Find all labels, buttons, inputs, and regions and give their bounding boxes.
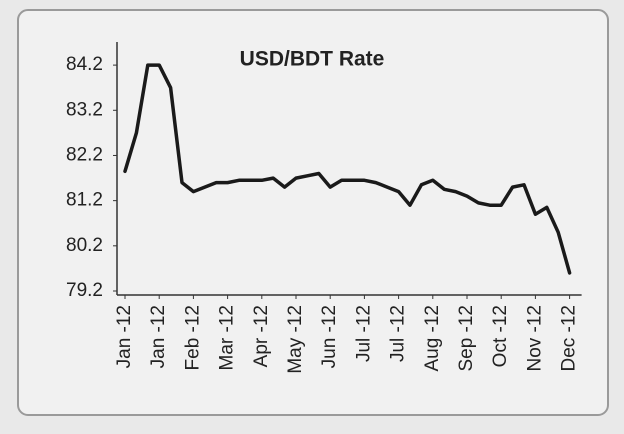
x-tick-label: Jan -12: [114, 305, 135, 368]
y-tick-label: 79.2: [66, 280, 103, 301]
y-tick-label: 83.2: [66, 99, 103, 120]
x-tick-label: Oct -12: [490, 305, 511, 367]
chart-frame: [17, 9, 609, 416]
x-tick-label: Feb -12: [182, 305, 203, 370]
x-tick-label: Mar -12: [217, 305, 238, 370]
x-tick-label: Jan -12: [148, 305, 169, 368]
chart-title: USD/BDT Rate: [240, 48, 385, 71]
x-tick-label: Sep -12: [456, 305, 477, 372]
x-tick-label: Aug -12: [422, 305, 443, 372]
y-tick-label: 80.2: [66, 235, 103, 256]
y-tick-label: 81.2: [66, 190, 103, 211]
x-tick-label: Jul -12: [388, 305, 409, 362]
x-tick-label: Jul -12: [353, 305, 374, 362]
x-tick-label: Nov -12: [524, 305, 545, 372]
x-tick-label: Jun -12: [319, 305, 340, 368]
line: [123, 63, 572, 275]
y-tick-label: 82.2: [66, 144, 103, 165]
y-tick-label: 84.2: [66, 54, 103, 75]
x-tick-label: May -12: [285, 305, 306, 374]
x-tick-label: Dec -12: [559, 305, 580, 372]
x-tick-label: Apr -12: [251, 305, 272, 367]
